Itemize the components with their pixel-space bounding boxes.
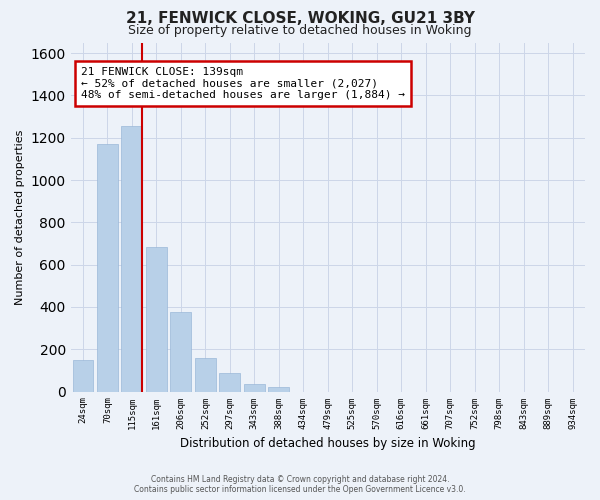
Bar (146, 246, 167, 392)
Bar (195, 358, 216, 392)
Y-axis label: Number of detached properties: Number of detached properties (15, 130, 25, 304)
Bar (170, 312, 191, 392)
Bar (121, 126, 142, 392)
Text: Size of property relative to detached houses in Woking: Size of property relative to detached ho… (128, 24, 472, 37)
Text: Contains HM Land Registry data © Crown copyright and database right 2024.
Contai: Contains HM Land Registry data © Crown c… (134, 474, 466, 494)
Bar (268, 388, 289, 392)
Bar (244, 384, 265, 392)
Bar (97, 144, 118, 392)
Text: 21, FENWICK CLOSE, WOKING, GU21 3BY: 21, FENWICK CLOSE, WOKING, GU21 3BY (125, 11, 475, 26)
Bar (73, 360, 94, 392)
X-axis label: Distribution of detached houses by size in Woking: Distribution of detached houses by size … (180, 437, 476, 450)
Text: 21 FENWICK CLOSE: 139sqm
← 52% of detached houses are smaller (2,027)
48% of sem: 21 FENWICK CLOSE: 139sqm ← 52% of detach… (81, 67, 405, 100)
Bar (220, 372, 240, 392)
